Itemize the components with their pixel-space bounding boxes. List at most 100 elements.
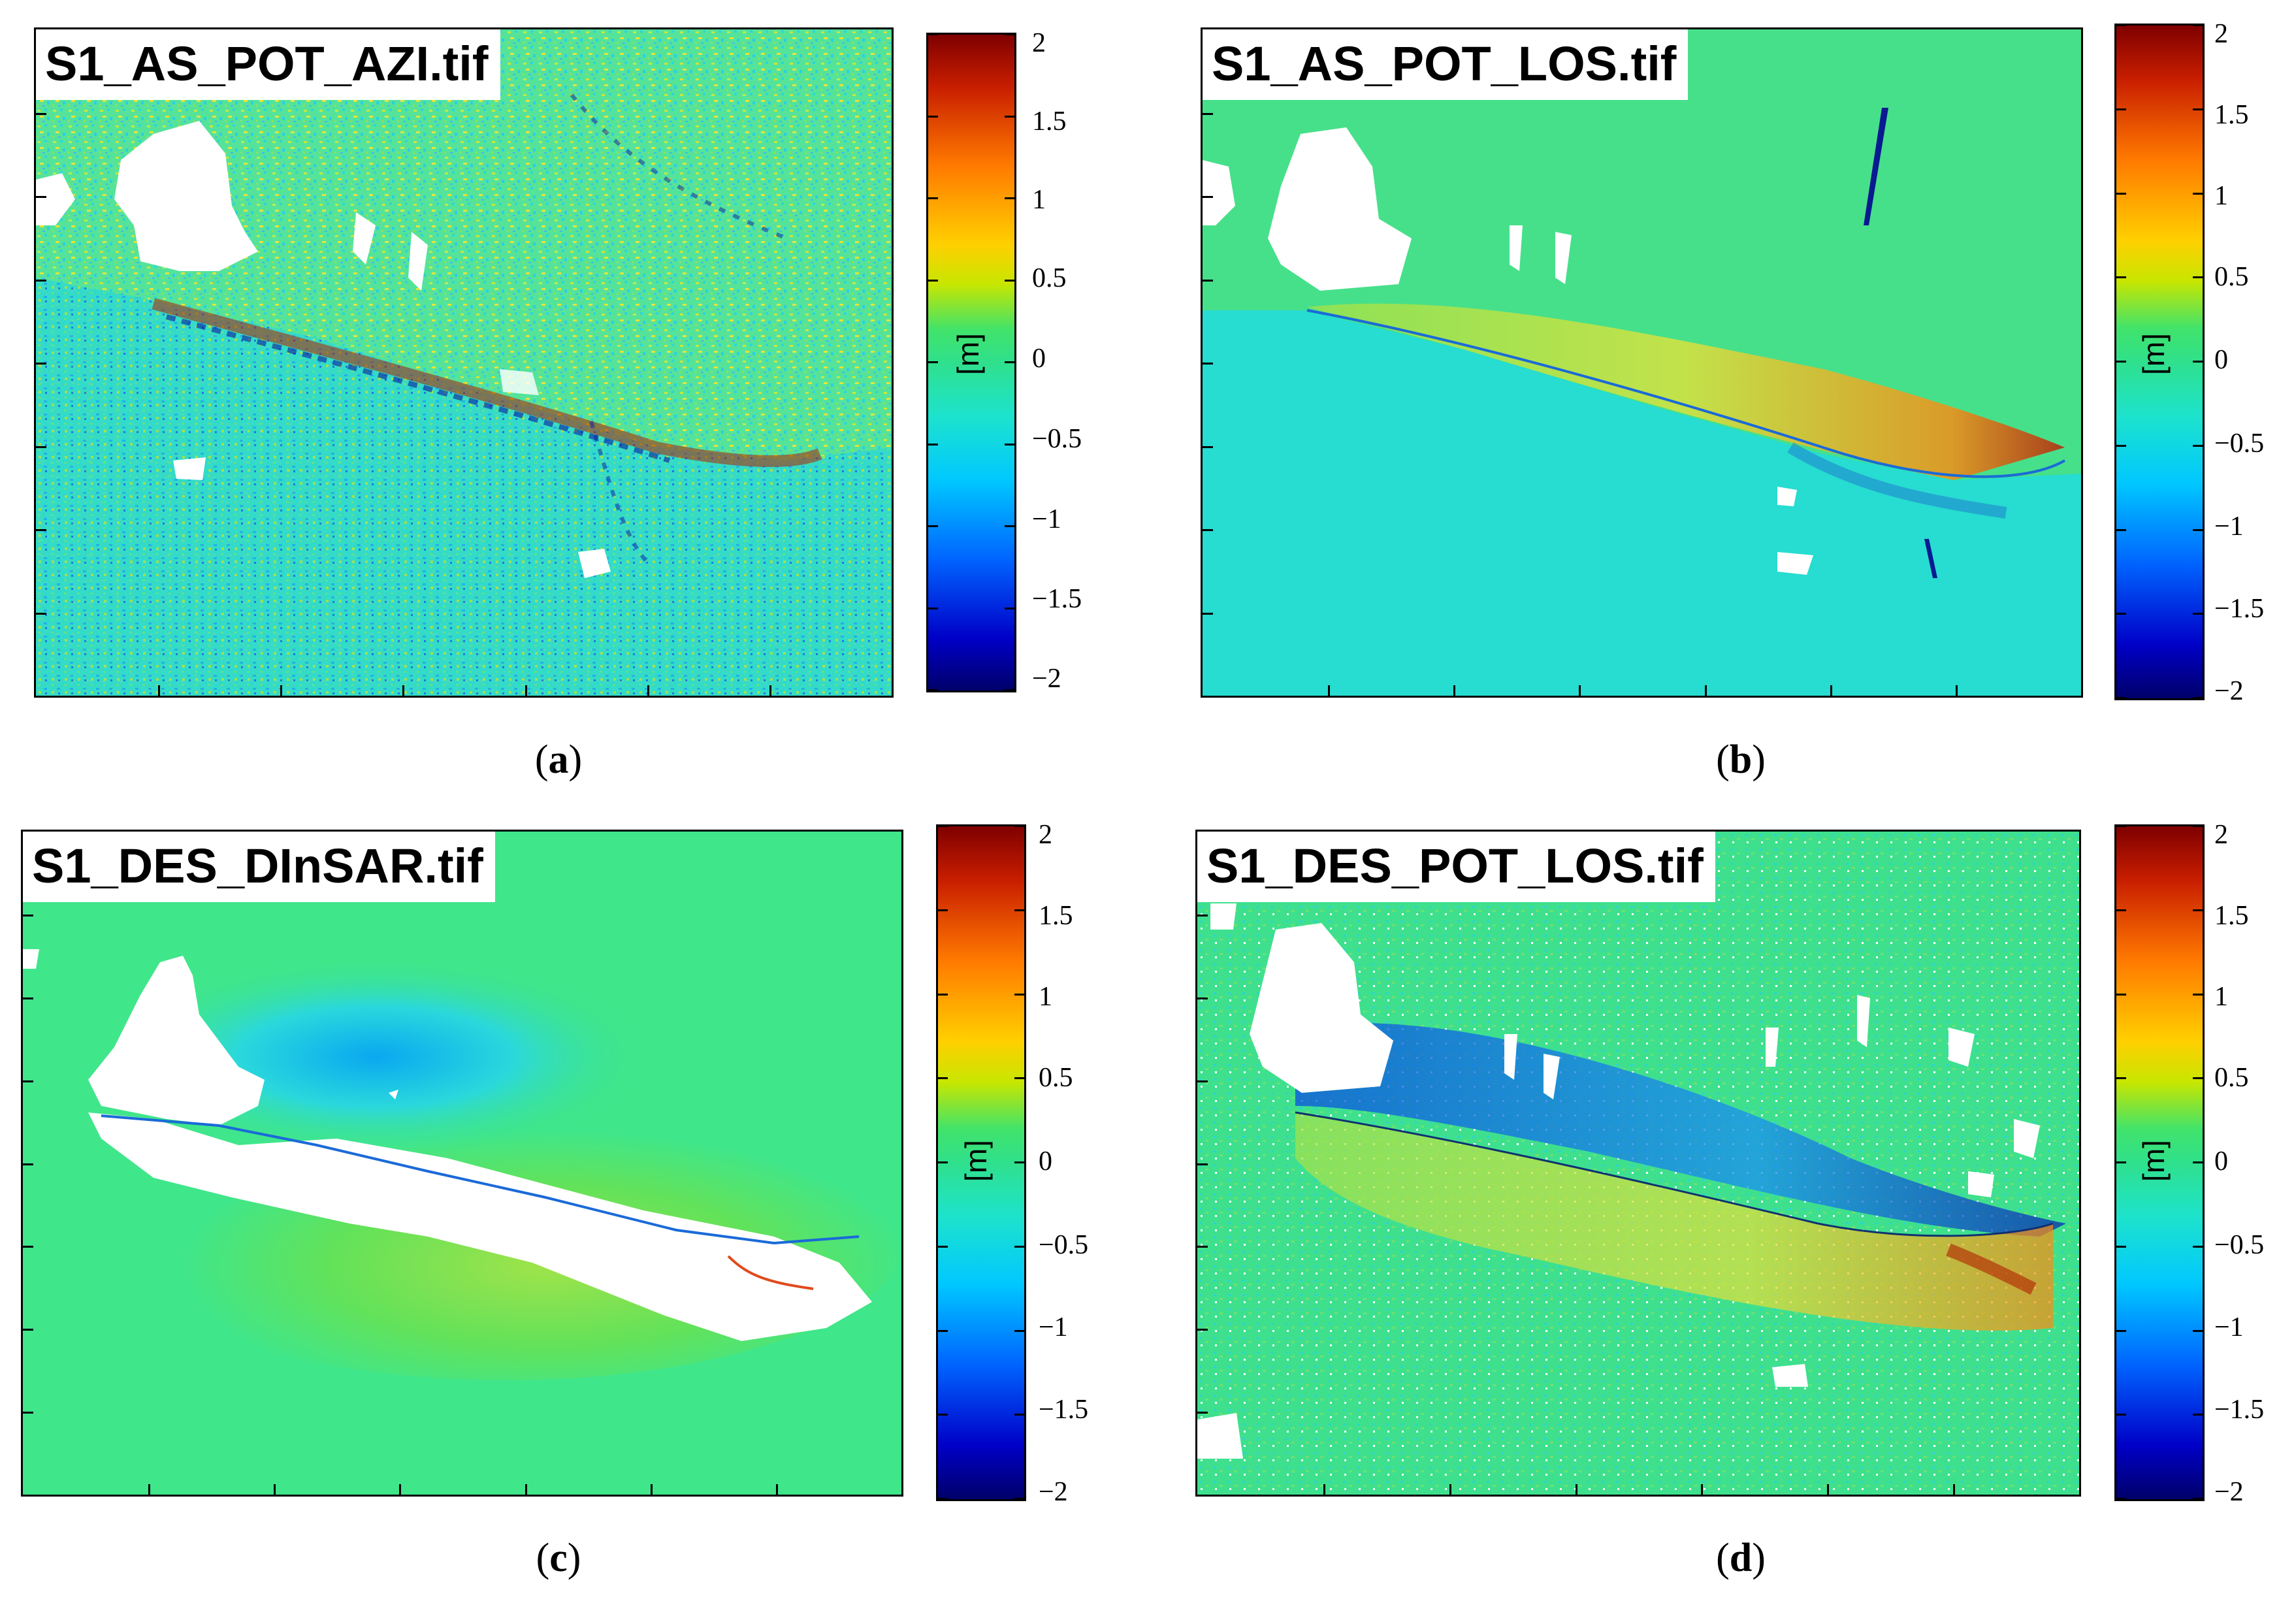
map-axis-tick xyxy=(23,914,33,916)
colorbar-tick-mark xyxy=(936,825,948,827)
map-d: S1_DES_POT_LOS.tif xyxy=(1195,830,2081,1497)
colorbar-tick-mark xyxy=(2114,192,2126,195)
map-axis-tick xyxy=(23,997,33,999)
colorbar-tick-mark xyxy=(2114,613,2126,615)
colorbar-tick-a-4: 0 xyxy=(1032,344,1046,374)
colorbar-tick-mark xyxy=(1005,525,1016,527)
colorbar-tick-b-6: −1 xyxy=(2214,511,2244,542)
map-axis-tick xyxy=(1197,1163,1208,1165)
colorbar-tick-c-6: −1 xyxy=(1039,1312,1068,1342)
map-axis-tick xyxy=(23,1080,33,1082)
map-axis-tick xyxy=(1203,529,1213,531)
colorbar-tick-a-0: 2 xyxy=(1032,28,1046,58)
colorbar-tick-b-2: 1 xyxy=(2214,181,2228,211)
map-axis-tick xyxy=(769,685,771,696)
colorbar-tick-mark xyxy=(2193,1161,2205,1163)
colorbar-tick-d-4: 0 xyxy=(2214,1146,2228,1176)
colorbar-tick-b-3: 0.5 xyxy=(2214,262,2249,292)
colorbar-tick-c-5: −0.5 xyxy=(1039,1230,1089,1260)
colorbar-tick-mark xyxy=(2193,697,2205,699)
colorbar-tick-mark xyxy=(936,1161,948,1163)
deformation-map-b xyxy=(1203,29,2081,696)
colorbar-tick-mark xyxy=(1014,825,1026,827)
map-axis-tick xyxy=(1203,112,1213,115)
map-axis-tick xyxy=(525,1484,527,1495)
colorbar-b xyxy=(2114,24,2205,700)
panel-a-title: S1_AS_POT_AZI.tif xyxy=(36,29,500,100)
colorbar-tick-a-3: 0.5 xyxy=(1032,263,1067,293)
map-axis-tick xyxy=(23,1163,33,1165)
colorbar-tick-mark xyxy=(2193,1329,2205,1332)
colorbar-tick-d-7: −1.5 xyxy=(2214,1395,2265,1425)
colorbar-unit-d: [m] xyxy=(2136,1140,2171,1182)
colorbar-tick-mark xyxy=(936,1077,948,1080)
colorbar-tick-c-4: 0 xyxy=(1039,1146,1052,1176)
map-axis-tick xyxy=(1197,1080,1208,1082)
colorbar-tick-mark xyxy=(1014,1161,1026,1163)
panel-d: S1_DES_POT_LOS.tif [m] 2 1.5 1 0.5 0 −0.… xyxy=(1163,803,2296,1605)
map-a: S1_AS_POT_AZI.tif xyxy=(34,27,894,698)
map-axis-tick xyxy=(36,446,46,448)
colorbar-tick-a-7: −1.5 xyxy=(1032,584,1082,614)
map-axis-tick xyxy=(36,363,46,365)
map-axis-tick xyxy=(36,529,46,531)
colorbar-c xyxy=(936,824,1026,1501)
colorbar-tick-b-7: −1.5 xyxy=(2214,594,2265,624)
colorbar-tick-mark xyxy=(926,33,938,35)
colorbar-tick-mark xyxy=(1005,279,1016,282)
colorbar-tick-c-7: −1.5 xyxy=(1039,1395,1089,1425)
colorbar-a xyxy=(926,33,1016,692)
map-axis-tick xyxy=(1197,914,1208,916)
map-axis-tick xyxy=(1328,685,1331,696)
map-axis-tick xyxy=(23,1246,33,1248)
colorbar-tick-mark xyxy=(1014,1077,1026,1080)
colorbar-tick-mark xyxy=(936,1414,948,1416)
map-axis-tick xyxy=(525,685,527,696)
map-axis-tick xyxy=(158,685,161,696)
colorbar-tick-d-8: −2 xyxy=(2214,1477,2244,1507)
deformation-map-c xyxy=(23,832,901,1495)
colorbar-tick-mark xyxy=(2193,108,2205,110)
panel-b-title: S1_AS_POT_LOS.tif xyxy=(1203,29,1689,100)
colorbar-tick-mark xyxy=(2193,1077,2205,1080)
colorbar-tick-mark xyxy=(936,1498,948,1500)
colorbar-tick-c-1: 1.5 xyxy=(1039,901,1073,931)
colorbar-tick-a-5: −0.5 xyxy=(1032,424,1082,454)
map-axis-tick xyxy=(647,685,649,696)
colorbar-tick-mark xyxy=(2114,1161,2126,1163)
colorbar-tick-mark xyxy=(2114,1329,2126,1332)
map-axis-tick xyxy=(148,1484,151,1495)
map-axis-tick xyxy=(1203,196,1213,198)
colorbar-tick-c-8: −2 xyxy=(1039,1477,1068,1507)
map-axis-tick xyxy=(1579,685,1581,696)
colorbar-tick-mark xyxy=(2114,276,2126,279)
colorbar-tick-mark xyxy=(2193,1245,2205,1248)
map-axis-tick xyxy=(1197,1412,1208,1414)
caption-a: (a) xyxy=(534,738,583,782)
colorbar-tick-mark xyxy=(2114,1245,2126,1248)
colorbar-tick-a-6: −1 xyxy=(1032,504,1061,534)
colorbar-tick-mark xyxy=(1014,1414,1026,1416)
map-axis-tick xyxy=(650,1484,653,1495)
panel-b: S1_AS_POT_LOS.tif [m] 2 1.5 1 0.5 0 −0.5… xyxy=(1163,0,2296,803)
colorbar-tick-d-1: 1.5 xyxy=(2214,901,2249,931)
map-axis-tick xyxy=(402,685,405,696)
colorbar-tick-mark xyxy=(926,689,938,691)
colorbar-tick-mark xyxy=(2114,825,2126,827)
map-axis-tick xyxy=(1203,279,1213,282)
colorbar-tick-mark xyxy=(1005,443,1016,446)
colorbar-tick-mark xyxy=(2114,1498,2126,1500)
colorbar-tick-mark xyxy=(926,197,938,199)
map-axis-tick xyxy=(1197,1246,1208,1248)
colorbar-tick-mark xyxy=(2114,909,2126,911)
colorbar-tick-d-2: 1 xyxy=(2214,982,2228,1012)
colorbar-tick-b-4: 0 xyxy=(2214,345,2228,375)
caption-c: (c) xyxy=(536,1536,581,1580)
map-axis-tick xyxy=(280,685,283,696)
panel-d-title: S1_DES_POT_LOS.tif xyxy=(1197,832,1715,902)
map-axis-tick xyxy=(1449,1484,1451,1495)
colorbar-d xyxy=(2114,824,2205,1501)
colorbar-tick-mark xyxy=(1005,689,1016,691)
map-axis-tick xyxy=(1203,612,1213,615)
map-axis-tick xyxy=(1323,1484,1325,1495)
